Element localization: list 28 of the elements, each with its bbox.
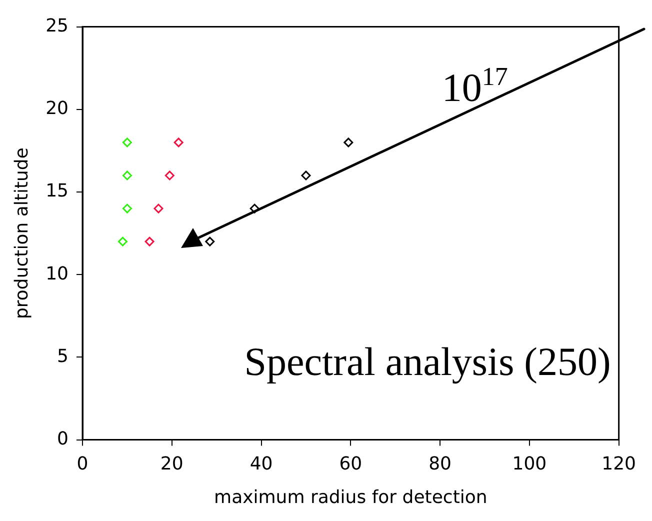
- x-tick-label: 60: [339, 453, 362, 474]
- point: [122, 170, 132, 180]
- x-tick-label: 120: [602, 453, 636, 474]
- y-tick-label: 5: [57, 346, 69, 367]
- point: [118, 236, 128, 246]
- point: [344, 138, 354, 148]
- x-tick-label: 40: [250, 453, 273, 474]
- y-tick-label: 0: [57, 428, 69, 450]
- y-axis-title: production altitude: [11, 148, 32, 320]
- x-tick-label: 100: [512, 453, 547, 474]
- point: [122, 138, 132, 148]
- point: [154, 204, 164, 214]
- y-tick-label: 10: [46, 263, 69, 284]
- y-tick-label: 15: [46, 180, 69, 202]
- point: [174, 138, 184, 148]
- point: [144, 236, 154, 246]
- x-tick-label: 0: [76, 453, 88, 474]
- point: [250, 204, 260, 214]
- y-tick-label: 20: [46, 98, 69, 120]
- point: [122, 204, 132, 214]
- point: [301, 170, 311, 180]
- x-axis-title: maximum radius for detection: [214, 486, 488, 508]
- annotation: Spectral analysis (250): [244, 338, 611, 384]
- point: [164, 170, 174, 180]
- x-tick-label: 20: [160, 453, 184, 474]
- x-tick-label: 80: [428, 453, 452, 474]
- y-tick-label: 25: [46, 15, 69, 36]
- point: [205, 236, 215, 246]
